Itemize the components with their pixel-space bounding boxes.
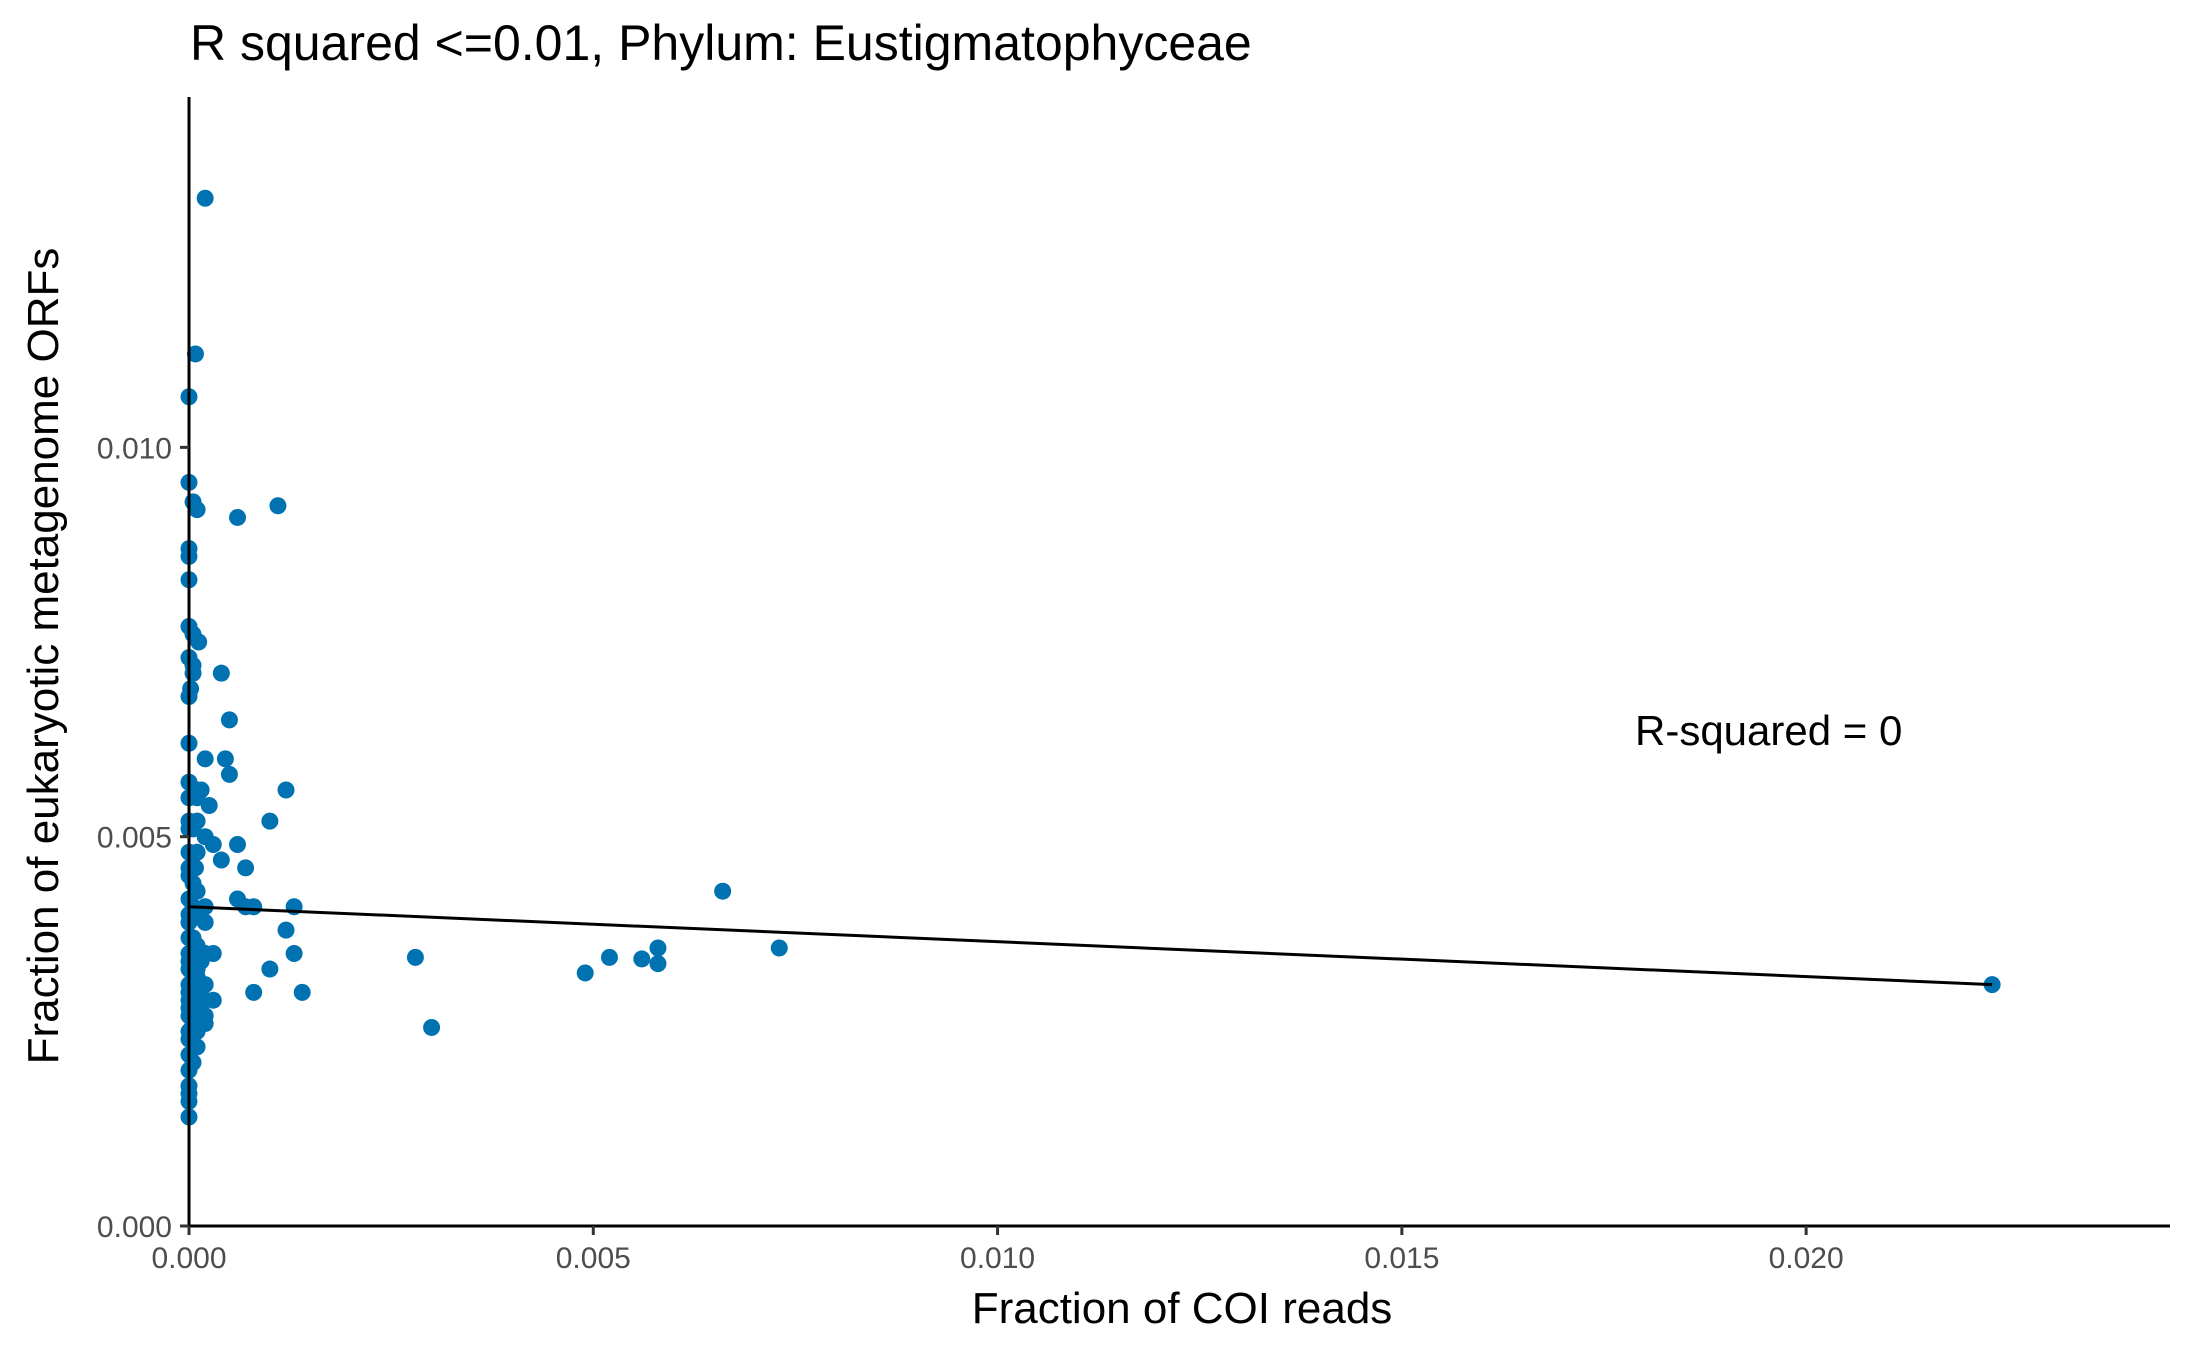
- y-tick-label: 0.000: [97, 1211, 172, 1244]
- data-point: [229, 508, 247, 526]
- y-axis-ticks: 0.000 0.005 0.010: [97, 432, 189, 1244]
- data-point: [261, 812, 279, 830]
- data-point: [229, 835, 247, 853]
- x-axis-ticks: 0.000 0.005 0.010 0.015 0.020: [151, 1226, 1844, 1275]
- data-point: [212, 851, 230, 869]
- y-axis-title: Fraction of eukaryotic metagenome ORFs: [19, 248, 68, 1065]
- data-point: [188, 843, 206, 861]
- data-point: [237, 859, 255, 877]
- data-point: [423, 1018, 441, 1036]
- data-point: [188, 789, 206, 807]
- data-point: [188, 501, 206, 519]
- data-point: [277, 781, 295, 799]
- x-tick-label: 0.015: [1364, 1242, 1439, 1275]
- regression-line: [188, 905, 1993, 987]
- data-point: [285, 944, 303, 962]
- data-point: [770, 939, 788, 957]
- data-point: [649, 955, 667, 973]
- chart-title: R squared <=0.01, Phylum: Eustigmatophyc…: [190, 15, 1252, 71]
- data-point: [714, 882, 732, 900]
- y-tick-label: 0.010: [97, 432, 172, 465]
- data-point: [204, 835, 222, 853]
- x-tick-label: 0.020: [1769, 1242, 1844, 1275]
- x-tick-label: 0.010: [960, 1242, 1035, 1275]
- data-point: [196, 189, 214, 207]
- data-point: [186, 345, 204, 363]
- data-point: [204, 991, 222, 1009]
- x-axis-title: Fraction of COI reads: [972, 1284, 1393, 1333]
- data-point: [196, 913, 214, 931]
- data-point: [633, 950, 651, 968]
- data-point: [245, 898, 263, 916]
- data-point: [277, 921, 295, 939]
- data-point: [649, 939, 667, 957]
- r-squared-annotation: R-squared = 0: [1635, 707, 1902, 754]
- x-tick-label: 0.005: [556, 1242, 631, 1275]
- data-point: [576, 964, 594, 982]
- data-point: [196, 750, 214, 768]
- data-point: [220, 711, 238, 729]
- data-point: [293, 983, 311, 1001]
- data-point: [406, 948, 424, 966]
- data-point: [245, 983, 263, 1001]
- y-tick-label: 0.005: [97, 822, 172, 855]
- data-point: [184, 664, 202, 682]
- data-point: [212, 664, 230, 682]
- data-point: [204, 944, 222, 962]
- data-point: [216, 750, 234, 768]
- data-point: [200, 797, 218, 815]
- data-point: [600, 948, 618, 966]
- data-point: [269, 497, 287, 515]
- points-layer: [180, 189, 2001, 1126]
- data-point: [190, 633, 208, 651]
- data-point: [261, 960, 279, 978]
- x-tick-label: 0.000: [151, 1242, 226, 1275]
- data-point: [220, 765, 238, 783]
